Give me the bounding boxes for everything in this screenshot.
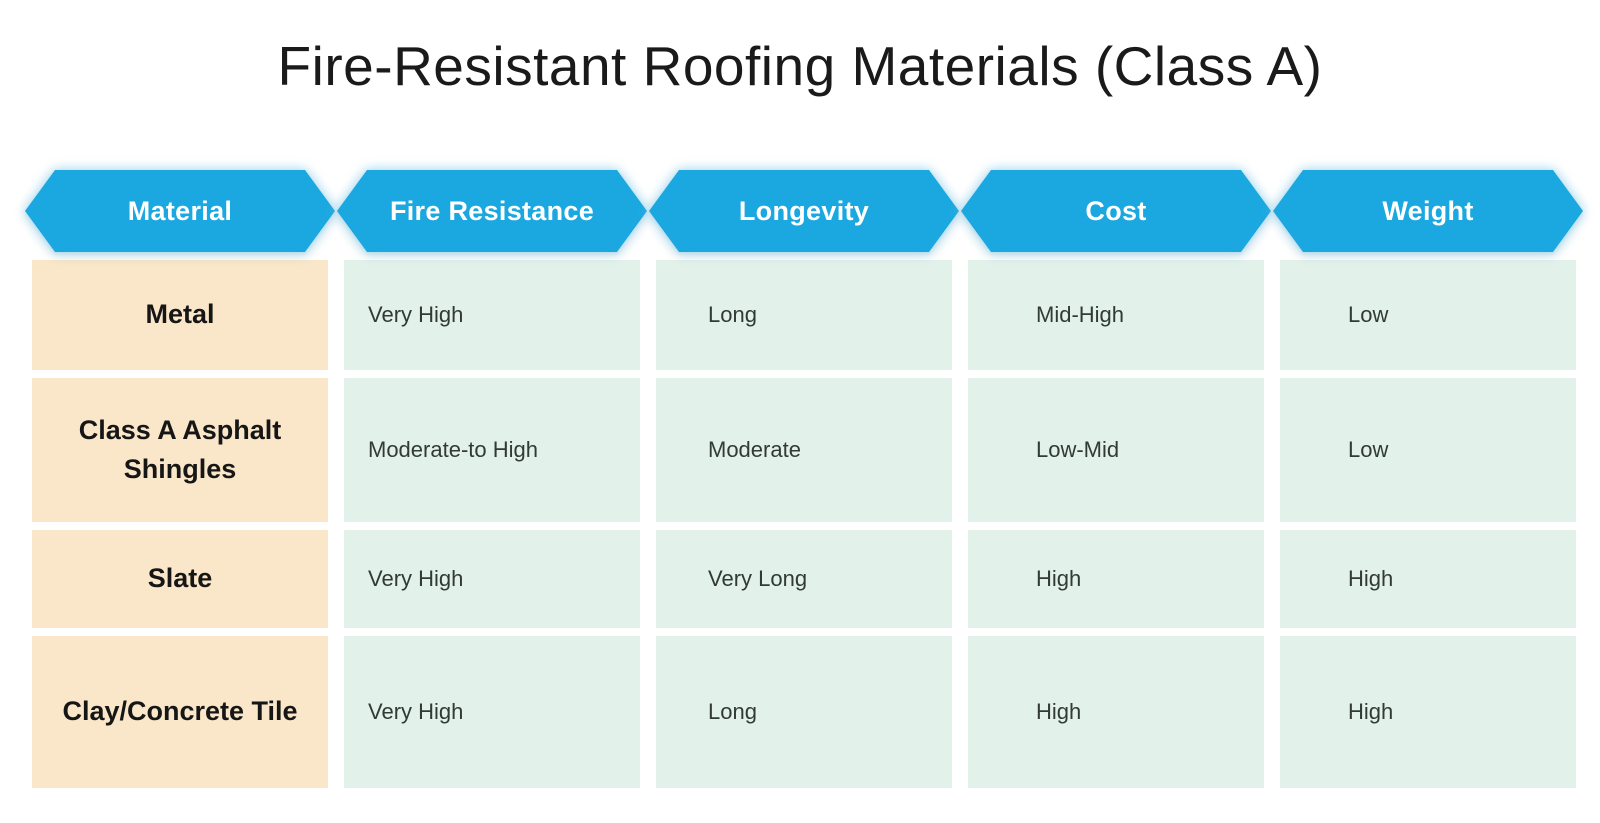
roofing-table: Material Fire Resistance Longevity Cost …	[32, 170, 1576, 788]
value-cell-slate-cost: High	[968, 530, 1264, 628]
hexagon-banner: Material	[25, 170, 335, 252]
value-cell-slate-fire-resistance: Very High	[344, 530, 640, 628]
value-cell-slate-longevity: Very Long	[656, 530, 952, 628]
value-cell-asphalt-longevity: Moderate	[656, 378, 952, 522]
header-label: Weight	[1382, 195, 1474, 226]
header-label: Longevity	[738, 195, 870, 226]
hexagon-banner: Weight	[1273, 170, 1583, 252]
value-cell-asphalt-weight: Low	[1280, 378, 1576, 522]
material-cell-clay-concrete-tile: Clay/Concrete Tile	[32, 636, 328, 788]
value-cell-clay-fire-resistance: Very High	[344, 636, 640, 788]
value-cell-clay-cost: High	[968, 636, 1264, 788]
material-cell-slate: Slate	[32, 530, 328, 628]
column-header-weight: Weight	[1273, 170, 1583, 252]
value-cell-slate-weight: High	[1280, 530, 1576, 628]
value-cell-metal-cost: Mid-High	[968, 260, 1264, 370]
header-label: Fire Resistance	[389, 195, 595, 226]
value-cell-metal-longevity: Long	[656, 260, 952, 370]
value-cell-asphalt-fire-resistance: Moderate-to High	[344, 378, 640, 522]
hexagon-banner: Longevity	[649, 170, 959, 252]
hexagon-banner: Fire Resistance	[337, 170, 647, 252]
column-header-cost: Cost	[961, 170, 1271, 252]
value-cell-clay-longevity: Long	[656, 636, 952, 788]
header-label: Cost	[1085, 195, 1147, 226]
value-cell-asphalt-cost: Low-Mid	[968, 378, 1264, 522]
hexagon-banner: Cost	[961, 170, 1271, 252]
column-header-material: Material	[25, 170, 335, 252]
header-label: Material	[127, 195, 233, 226]
column-header-longevity: Longevity	[649, 170, 959, 252]
page-title: Fire-Resistant Roofing Materials (Class …	[277, 35, 1323, 97]
material-cell-asphalt-shingles: Class A Asphalt Shingles	[32, 378, 328, 522]
value-cell-metal-fire-resistance: Very High	[344, 260, 640, 370]
value-cell-clay-weight: High	[1280, 636, 1576, 788]
column-header-fire-resistance: Fire Resistance	[337, 170, 647, 252]
value-cell-metal-weight: Low	[1280, 260, 1576, 370]
material-cell-metal: Metal	[32, 260, 328, 370]
